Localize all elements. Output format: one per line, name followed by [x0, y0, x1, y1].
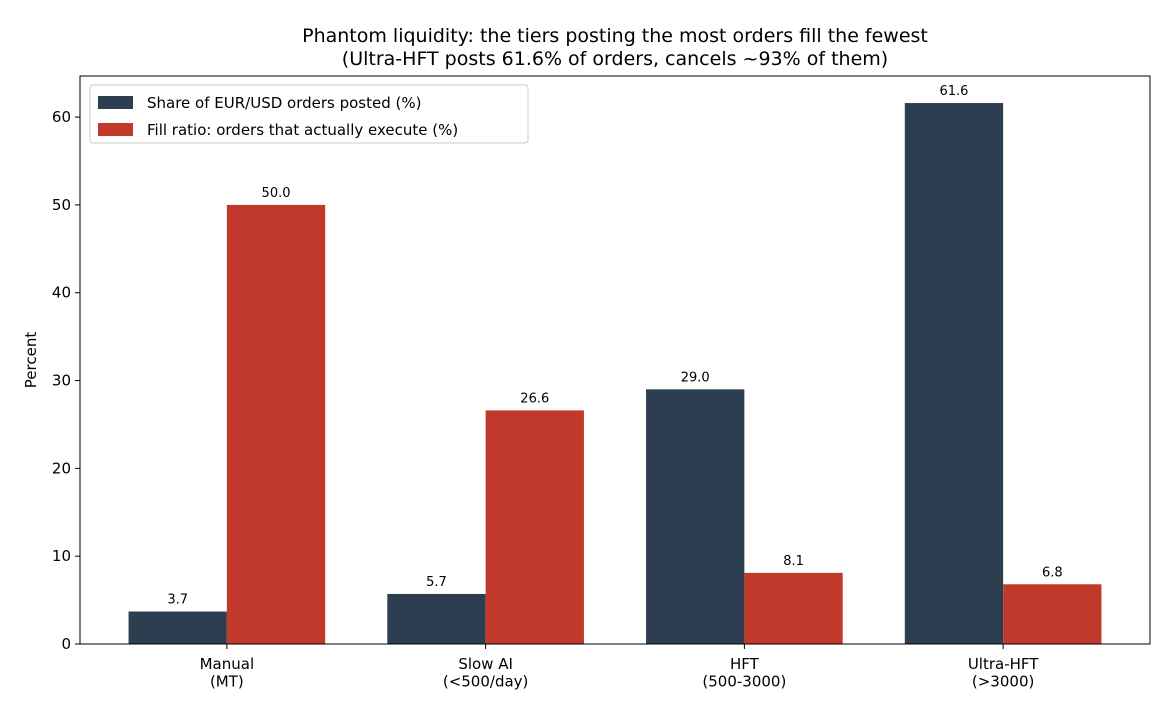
chart-subtitle: (Ultra-HFT posts 61.6% of orders, cancel…	[342, 48, 888, 70]
data-label: 26.6	[520, 391, 549, 406]
x-tick-label: Ultra-HFT (>3000)	[968, 655, 1039, 690]
legend-label: Share of EUR/USD orders posted (%)	[147, 94, 421, 112]
y-tick-label: 30	[52, 372, 71, 390]
y-tick-label: 10	[52, 547, 71, 565]
data-label: 3.7	[167, 593, 188, 608]
data-label: 5.7	[426, 575, 447, 590]
y-tick-label: 40	[52, 284, 71, 302]
bar	[485, 410, 584, 644]
data-label: 50.0	[262, 186, 291, 201]
legend-label: Fill ratio: orders that actually execute…	[147, 121, 458, 139]
bar	[387, 593, 486, 644]
y-axis-label: Percent	[22, 332, 40, 389]
bar	[1003, 584, 1102, 644]
legend-box	[89, 84, 529, 144]
data-label: 6.8	[1042, 565, 1063, 580]
bar	[744, 572, 843, 644]
bar	[128, 611, 227, 644]
data-label: 29.0	[681, 370, 710, 385]
legend-swatch	[98, 96, 133, 109]
y-tick-label: 0	[61, 635, 71, 653]
chart-title: Phantom liquidity: the tiers posting the…	[302, 25, 928, 47]
bar	[226, 204, 326, 644]
x-tick-label: Slow AI (<500/day)	[443, 655, 529, 690]
bar	[646, 389, 745, 644]
data-label: 61.6	[939, 84, 968, 99]
x-tick-label: HFT (500-3000)	[702, 655, 786, 690]
data-label: 8.1	[783, 554, 804, 569]
plot-frame	[79, 75, 1151, 645]
bar	[904, 103, 1004, 645]
y-tick-label: 20	[52, 459, 71, 477]
y-tick-label: 60	[52, 108, 71, 126]
legend-swatch	[98, 123, 133, 136]
x-tick-label: Manual (MT)	[200, 655, 255, 690]
y-tick-label: 50	[52, 196, 71, 214]
